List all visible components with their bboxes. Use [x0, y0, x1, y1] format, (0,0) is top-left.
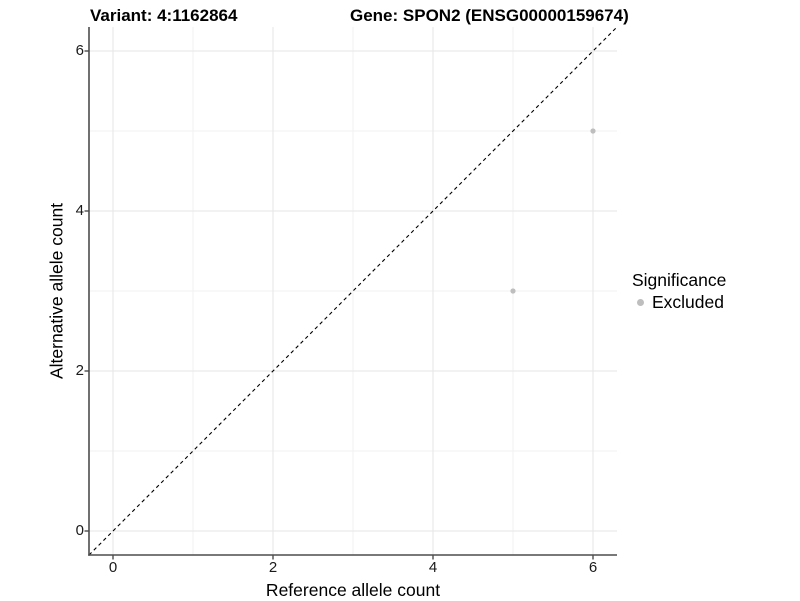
legend-entry-excluded: Excluded	[632, 291, 726, 312]
x-axis-title: Reference allele count	[265, 580, 441, 600]
variant-title: Variant: 4:1162864	[90, 6, 238, 25]
y-tick-label: 2	[75, 362, 84, 379]
identity-dashed-line	[88, 26, 618, 556]
x-tick-label: 6	[588, 559, 598, 576]
y-tick-label: 6	[75, 42, 84, 59]
legend-key	[632, 294, 649, 311]
data-point	[590, 128, 596, 134]
legend: Significance Excluded	[632, 270, 727, 312]
y-tick-label: 4	[75, 202, 84, 219]
legend-entry-label: Excluded	[652, 291, 724, 312]
x-tick-label: 4	[428, 559, 438, 576]
x-tick-label: 0	[108, 559, 118, 576]
data-point	[510, 288, 516, 294]
gene-title: Gene: SPON2 (ENSG00000159674)	[350, 6, 629, 25]
y-tick-label: 0	[75, 522, 84, 539]
x-tick-label: 2	[268, 559, 278, 576]
legend-title: Significance	[632, 270, 727, 290]
circle-marker-icon	[637, 298, 644, 306]
y-axis-title: Alternative allele count	[46, 202, 67, 380]
